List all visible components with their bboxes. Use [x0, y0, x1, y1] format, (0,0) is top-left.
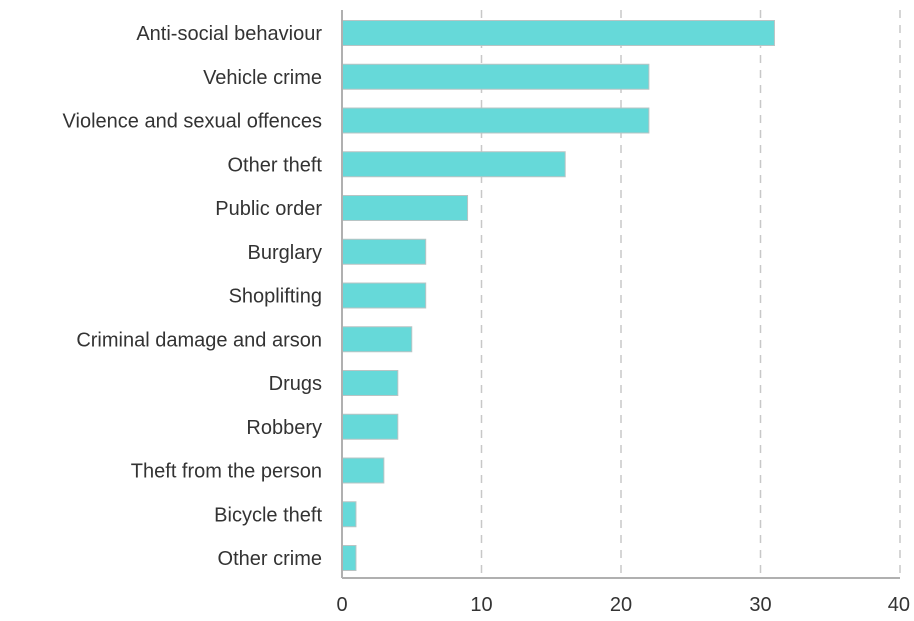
category-label-other-crime: Other crime: [218, 548, 322, 570]
bar-vehicle-crime: [341, 63, 650, 90]
category-label-burglary: Burglary: [248, 242, 322, 264]
bar-other-crime: [341, 545, 357, 571]
bar-bicycle-theft: [341, 501, 357, 528]
category-label-shoplifting: Shoplifting: [229, 286, 322, 308]
category-label-violence-and-sexual-offences: Violence and sexual offences: [63, 111, 322, 133]
category-label-theft-from-the-person: Theft from the person: [131, 461, 322, 483]
x-tick-label-10: 10: [470, 594, 492, 616]
category-label-robbery: Robbery: [246, 417, 322, 439]
bars: [341, 20, 775, 571]
x-tick-label-0: 0: [336, 594, 347, 616]
category-label-anti-social-behaviour: Anti-social behaviour: [136, 23, 322, 45]
category-label-criminal-damage-and-arson: Criminal damage and arson: [76, 329, 322, 351]
bar-shoplifting: [341, 282, 427, 309]
bar-anti-social-behaviour: [341, 20, 775, 46]
category-labels: Anti-social behaviour Vehicle crime Violen…: [63, 23, 323, 570]
category-label-other-theft: Other theft: [228, 154, 323, 176]
bar-criminal-damage-and-arson: [341, 326, 413, 353]
x-tick-label-30: 30: [749, 594, 771, 616]
category-label-bicycle-theft: Bicycle theft: [214, 504, 322, 526]
bar-violence-and-sexual-offences: [341, 107, 650, 134]
x-tick-label-40: 40: [888, 594, 910, 616]
category-label-vehicle-crime: Vehicle crime: [203, 67, 322, 89]
category-label-drugs: Drugs: [269, 373, 322, 395]
x-tick-labels: 0 10 20 30 40: [336, 594, 910, 616]
bar-theft-from-the-person: [341, 457, 385, 484]
grid-lines: [480, 10, 901, 578]
bar-burglary: [341, 238, 427, 265]
bar-other-theft: [341, 151, 566, 178]
x-tick-label-20: 20: [610, 594, 632, 616]
bar-drugs: [341, 370, 399, 396]
bar-public-order: [341, 195, 469, 221]
bar-robbery: [341, 413, 399, 440]
category-label-public-order: Public order: [215, 198, 322, 220]
